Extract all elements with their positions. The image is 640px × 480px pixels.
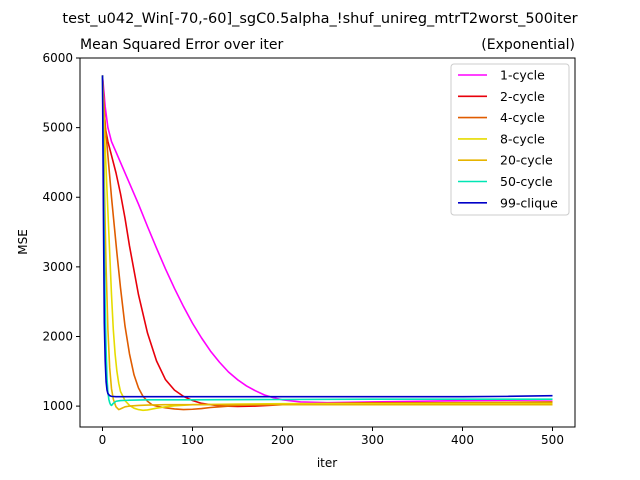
y-tick-label: 2000 — [42, 329, 73, 343]
legend-items: 1-cycle 2-cycle 4-cycle 8-cycle 20-cycle 50-c… — [458, 68, 558, 210]
x-axis-label: iter — [317, 456, 337, 470]
y-axis-ticks: 1000 2000 3000 4000 5000 6000 — [42, 51, 80, 413]
legend-label: 1-cycle — [500, 68, 545, 83]
y-tick-label: 6000 — [42, 51, 73, 65]
x-tick-label: 200 — [271, 433, 294, 447]
series-line-99-clique — [101, 75, 553, 398]
x-tick-label: 500 — [541, 433, 564, 447]
figure-suptitle: test_u042_Win[-70,-60]_sgC0.5alpha_!shuf… — [62, 11, 577, 27]
legend-label: 20-cycle — [500, 153, 553, 168]
plot-area: 0 100 200 300 400 500 1000 2000 3000 4000 5000 600… — [42, 51, 576, 447]
x-tick-label: 400 — [451, 433, 474, 447]
y-axis-label: MSE — [16, 229, 30, 255]
x-tick-label: 100 — [181, 433, 204, 447]
legend-label: 99-clique — [500, 195, 558, 210]
legend-label: 8-cycle — [500, 131, 545, 146]
series-line-50-cycle — [101, 75, 553, 407]
axes-frame — [79, 57, 576, 428]
x-tick-label: 0 — [99, 433, 107, 447]
x-axis-ticks: 0 100 200 300 400 500 — [99, 427, 564, 447]
legend-box — [450, 63, 570, 216]
legend-label: 2-cycle — [500, 89, 545, 104]
chart-title: Mean Squared Error over iter — [80, 37, 283, 53]
series-layer — [101, 75, 553, 412]
x-tick-label: 300 — [361, 433, 384, 447]
y-tick-label: 4000 — [42, 190, 73, 204]
legend-label: 50-cycle — [500, 174, 553, 189]
chart-title-right: (Exponential) — [481, 37, 575, 53]
legend: 1-cycle 2-cycle 4-cycle 8-cycle 20-cycle 50-c… — [450, 63, 570, 216]
y-tick-label: 1000 — [42, 399, 73, 413]
y-tick-label: 3000 — [42, 260, 73, 274]
series-line-20-cycle — [101, 75, 553, 411]
legend-label: 4-cycle — [500, 110, 545, 125]
y-tick-label: 5000 — [42, 121, 73, 135]
series-line-4-cycle — [101, 75, 553, 411]
